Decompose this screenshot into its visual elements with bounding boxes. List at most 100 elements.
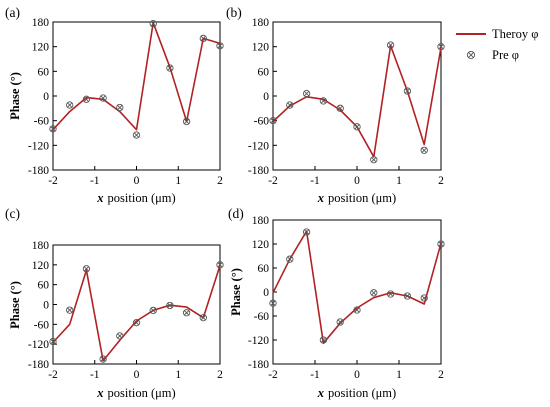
y-tick-label-b-5: 120 [252,42,270,54]
y-axis-label-a: Phase (°) [8,72,22,120]
y-tick-label-d-5: 120 [252,239,270,251]
y-tick-label-a-0: -180 [28,165,49,177]
x-tick-label-b-3: 1 [396,175,402,187]
y-tick-label-b-2: -60 [254,116,270,128]
plot-frame-b [272,21,442,171]
y-tick-label-a-6: 180 [32,17,50,29]
pred-point-c-1 [66,306,74,314]
x-tick-label-a-3: 1 [175,175,181,187]
legend-pred-marker [466,50,476,60]
x-tick-label-d-3: 1 [396,369,402,381]
pred-point-a-2 [82,95,91,103]
y-tick-label-a-2: -60 [34,116,50,128]
y-tick-label-c-2: -60 [34,319,50,331]
pred-point-d-8 [403,292,412,300]
pred-point-b-8 [403,87,412,95]
pred-point-b-0 [269,117,277,125]
tick-layer-a [52,21,221,171]
y-tick-label-c-5: 120 [32,260,50,272]
plot-frame-a [52,21,221,171]
pred-point-a-8 [182,117,191,126]
x-tick-label-b-2: 0 [354,175,360,187]
panel-label-c: (c) [5,206,20,221]
y-tick-label-b-6: 180 [252,17,270,29]
y-tick-label-a-1: -120 [28,140,49,152]
y-tick-label-d-2: -60 [254,311,270,323]
tick-layer-b [272,21,442,171]
x-tick-label-a-4: 2 [217,175,223,187]
x-tick-label-b-0: -2 [268,175,278,187]
y-tick-label-b-3: 0 [263,91,269,103]
pred-point-b-1 [286,101,294,109]
x-tick-label-c-0: -2 [48,369,58,381]
pred-point-a-5 [132,131,141,139]
x-tick-label-a-1: -1 [90,175,100,187]
pred-point-d-0 [269,299,277,307]
tick-layer-d [272,219,442,365]
pred-point-d-4 [336,318,344,326]
pred-point-c-9 [199,314,207,322]
legend: Theroy φ Pre φ [456,27,538,62]
x-tick-label-c-3: 1 [175,369,181,381]
x-tick-label-b-4: 2 [438,175,444,187]
pred-point-b-7 [386,41,395,49]
pred-point-d-9 [420,294,428,302]
y-tick-label-b-4: 60 [258,66,270,78]
x-tick-label-c-1: -1 [90,369,100,381]
y-tick-labels-a: -180 -120 -60 0 60 120 180 [28,17,49,177]
pred-markers-b [269,41,445,164]
y-tick-label-c-0: -180 [28,359,49,371]
pred-point-c-3 [99,355,107,363]
x-axis-label-b: x position (μm) [317,191,396,205]
legend-theory-label: Theroy φ [492,27,538,41]
x-tick-label-c-4: 2 [217,369,223,381]
y-tick-labels-d: -180 -120 -60 0 60 120 180 [248,215,269,371]
tick-layer-c [52,244,221,365]
panel-d: (d) -180 -120 -60 0 60 120 180 -2 -1 0 1 2 Phase (… [228,206,445,400]
x-axis-label-x-c: x [96,386,103,400]
pred-point-c-7 [166,301,174,310]
theory-series-line-d [272,230,442,345]
x-axis-label-x-d: x [317,386,324,400]
pred-point-d-7 [386,290,395,298]
y-tick-label-c-1: -120 [28,339,49,351]
y-axis-label-c: Phase (°) [8,281,22,329]
pred-point-a-10 [216,42,224,50]
x-tick-label-d-0: -2 [268,369,278,381]
x-axis-label-rest-c: position (μm) [108,386,176,400]
theory-line-c [52,265,221,362]
y-tick-labels-b: -180 -120 -60 0 60 120 180 [248,17,269,177]
panel-label-a: (a) [5,5,20,20]
y-tick-label-d-1: -120 [248,335,269,347]
theory-series-line-b [272,44,442,158]
pred-point-c-4 [116,332,124,340]
legend-pred-swatch [466,50,476,60]
pred-point-d-5 [353,306,361,314]
y-tick-label-b-0: -180 [248,165,269,177]
x-tick-labels-b: -2 -1 0 1 2 [268,175,444,187]
theory-line-a [52,21,221,131]
x-axis-label-rest-b: position (μm) [328,191,396,205]
pred-point-a-6 [149,19,157,28]
pred-point-a-0 [49,125,57,133]
pred-point-a-4 [116,103,124,112]
x-tick-label-a-2: 0 [134,175,140,187]
y-axis-label-d: Phase (°) [229,268,243,316]
pred-point-b-2 [302,89,311,98]
pred-point-c-2 [82,265,91,273]
legend-pred-label: Pre φ [492,48,519,62]
y-tick-label-c-4: 60 [38,280,50,292]
panel-b: (b) -180 -120 -60 0 60 120 180 -2 -1 0 1 2 x positi… [226,5,445,205]
x-axis-label-x-b: x [317,191,324,205]
theory-line-b [272,44,442,158]
x-tick-labels-a: -2 -1 0 1 2 [48,175,223,187]
x-tick-label-a-0: -2 [48,175,58,187]
y-tick-labels-c: -180 -120 -60 0 60 120 180 [28,240,49,371]
plot-frame-c [52,244,221,365]
pred-markers-a [49,19,224,139]
pred-point-b-5 [353,123,361,131]
x-axis-label-a: x position (μm) [96,191,175,205]
pred-point-d-10 [437,240,445,248]
pred-point-a-9 [199,34,207,43]
